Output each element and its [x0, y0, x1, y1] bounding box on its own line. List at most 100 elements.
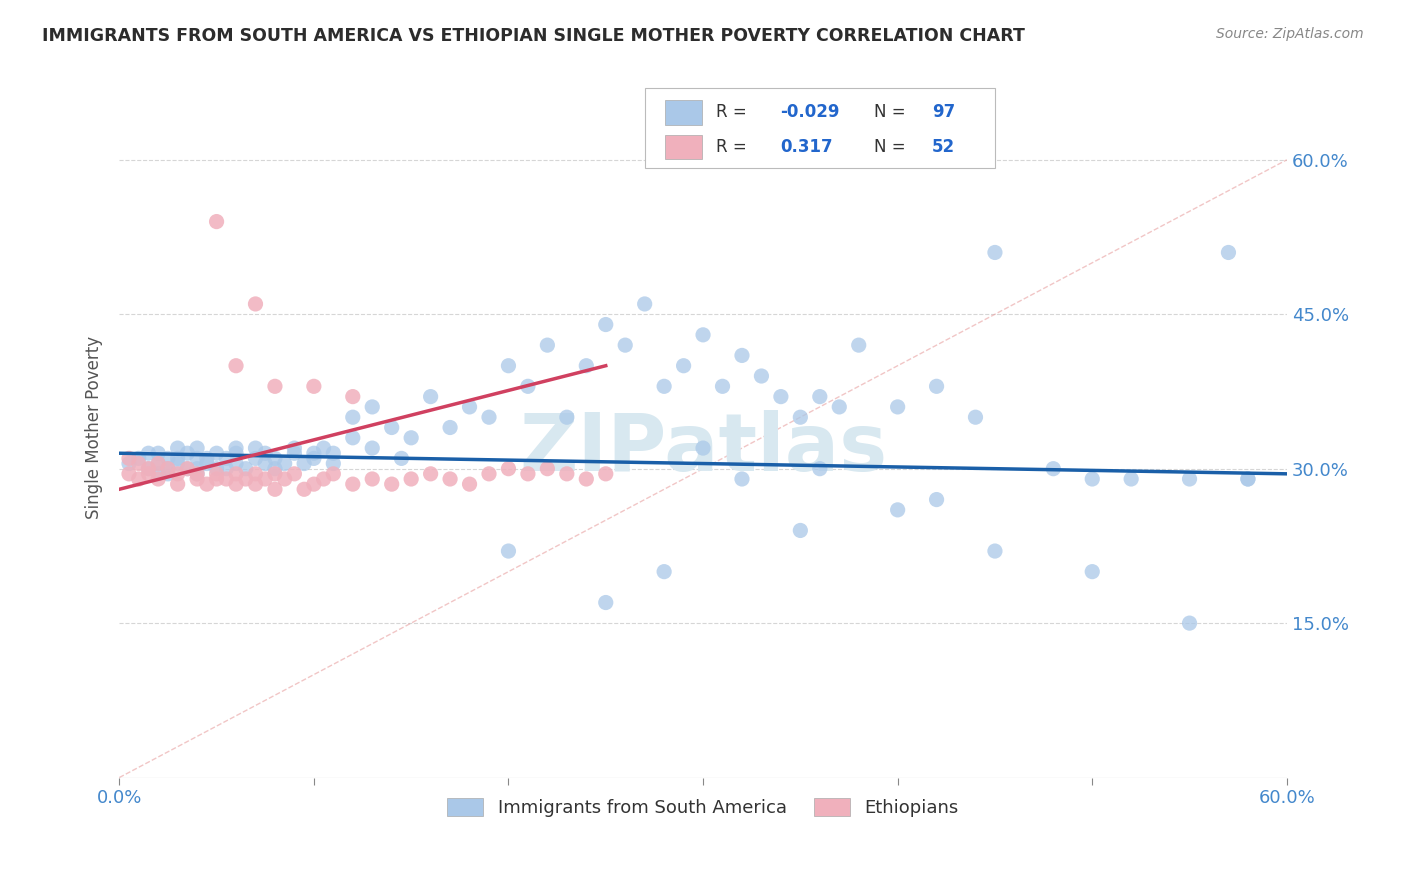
Point: [312, 441, 335, 455]
Point: [322, 457, 344, 471]
Legend: Immigrants from South America, Ethiopians: Immigrants from South America, Ethiopian…: [440, 790, 966, 824]
Point: [205, 467, 228, 481]
Point: [342, 390, 364, 404]
Point: [886, 503, 908, 517]
Point: [118, 457, 141, 471]
Point: [399, 472, 422, 486]
Point: [118, 451, 141, 466]
Point: [498, 461, 520, 475]
Point: [731, 472, 754, 486]
Point: [555, 467, 578, 481]
Point: [215, 472, 238, 486]
Point: [516, 379, 538, 393]
Point: [166, 441, 188, 455]
Point: [595, 467, 617, 481]
Point: [283, 467, 305, 481]
Point: [273, 457, 295, 471]
Point: [575, 359, 598, 373]
Point: [381, 420, 404, 434]
Point: [148, 457, 170, 471]
Point: [439, 420, 461, 434]
Point: [166, 477, 188, 491]
Point: [225, 457, 247, 471]
Point: [1237, 472, 1260, 486]
Point: [254, 472, 277, 486]
Point: [692, 327, 714, 342]
Point: [254, 446, 277, 460]
Point: [361, 472, 384, 486]
Point: [419, 467, 441, 481]
Point: [322, 446, 344, 460]
Point: [322, 467, 344, 481]
Point: [1237, 472, 1260, 486]
Text: R =: R =: [716, 137, 747, 155]
Text: ZIPatlas: ZIPatlas: [519, 409, 887, 488]
Bar: [665, 100, 702, 125]
Point: [186, 441, 208, 455]
Point: [195, 477, 218, 491]
Point: [128, 457, 150, 471]
Point: [128, 472, 150, 486]
Point: [1081, 565, 1104, 579]
Point: [166, 467, 188, 481]
Point: [672, 359, 695, 373]
Point: [264, 467, 287, 481]
Point: [886, 400, 908, 414]
Point: [195, 451, 218, 466]
Point: [128, 451, 150, 466]
Point: [245, 477, 267, 491]
Point: [195, 457, 218, 471]
Point: [156, 461, 179, 475]
Point: [789, 524, 811, 538]
Point: [148, 446, 170, 460]
Point: [498, 544, 520, 558]
Point: [156, 467, 179, 481]
Point: [439, 472, 461, 486]
Bar: [665, 135, 702, 159]
Point: [536, 338, 558, 352]
Point: [302, 451, 325, 466]
Point: [225, 467, 247, 481]
Point: [751, 369, 773, 384]
Point: [176, 461, 198, 475]
Point: [138, 461, 160, 475]
Point: [205, 214, 228, 228]
Point: [225, 477, 247, 491]
Point: [215, 451, 238, 466]
Point: [138, 446, 160, 460]
Point: [555, 410, 578, 425]
Point: [264, 483, 287, 497]
Point: [652, 379, 675, 393]
Point: [731, 348, 754, 362]
Point: [419, 390, 441, 404]
Point: [225, 359, 247, 373]
Point: [634, 297, 657, 311]
Point: [342, 477, 364, 491]
Text: N =: N =: [873, 103, 905, 121]
Point: [652, 565, 675, 579]
Point: [595, 318, 617, 332]
Point: [498, 359, 520, 373]
Point: [264, 461, 287, 475]
Point: [391, 451, 413, 466]
Point: [925, 492, 948, 507]
Point: [245, 297, 267, 311]
Point: [1178, 472, 1201, 486]
Point: [235, 461, 257, 475]
Text: 0.317: 0.317: [780, 137, 832, 155]
Point: [186, 472, 208, 486]
Point: [478, 410, 501, 425]
Point: [1218, 245, 1240, 260]
Text: -0.029: -0.029: [780, 103, 839, 121]
Point: [342, 431, 364, 445]
Point: [342, 410, 364, 425]
Point: [245, 467, 267, 481]
Point: [148, 472, 170, 486]
Point: [205, 461, 228, 475]
Point: [118, 467, 141, 481]
Point: [156, 451, 179, 466]
Y-axis label: Single Mother Poverty: Single Mother Poverty: [86, 336, 103, 519]
Point: [1121, 472, 1143, 486]
Point: [1042, 461, 1064, 475]
Point: [148, 467, 170, 481]
